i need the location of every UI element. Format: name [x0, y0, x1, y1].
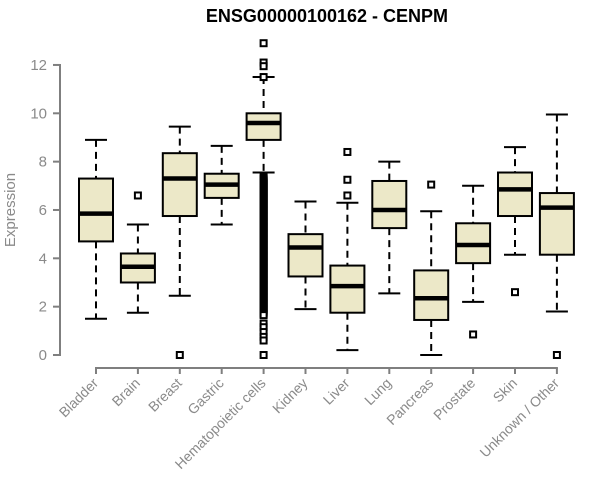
outlier-point [259, 62, 268, 71]
x-tick-label-skin: Skin [490, 375, 521, 406]
outlier-point [259, 336, 268, 345]
outlier-point [427, 180, 436, 189]
iqr-box [413, 269, 450, 321]
outlier-point [259, 39, 268, 48]
iqr-box [371, 179, 408, 230]
boxplot-brain [119, 191, 156, 314]
iqr-box [245, 112, 282, 141]
outlier-point [175, 351, 184, 359]
y-tick-label: 10 [30, 105, 47, 122]
iqr-box [161, 152, 198, 218]
x-tick-label-pancreas: Pancreas [383, 375, 436, 428]
boxplot-hematopoietic-cells [245, 39, 282, 359]
outlier-point [552, 351, 561, 359]
boxplot-skin [497, 146, 533, 297]
boxplot-breast [161, 125, 198, 359]
x-tick-label-liver: Liver [320, 375, 353, 408]
x-tick-label-kidney: Kidney [269, 375, 311, 417]
outlier-point [259, 311, 268, 320]
y-axis: 0 2 4 6 8 10 12 [30, 57, 61, 364]
x-tick-label-prostate: Prostate [430, 375, 478, 423]
x-tick-label-unknown-other: Unknown / Other [476, 375, 562, 461]
y-tick-label: 8 [39, 154, 47, 171]
boxplot-gastric [203, 144, 240, 226]
y-tick-label: 12 [30, 57, 47, 74]
y-tick-label: 0 [39, 347, 47, 364]
outlier-point [343, 147, 352, 156]
iqr-box [497, 171, 533, 218]
boxplot-kidney [287, 200, 324, 311]
x-tick-label-brain: Brain [109, 375, 143, 409]
iqr-box [78, 177, 114, 243]
y-tick-label: 2 [39, 299, 47, 316]
iqr-box [538, 192, 575, 256]
outlier-point [343, 191, 352, 200]
y-tick-label: 4 [39, 250, 47, 267]
boxplot-liver [329, 147, 366, 352]
outlier-point [259, 73, 268, 82]
outlier-point [343, 175, 352, 184]
x-tick-label-lung: Lung [361, 375, 394, 408]
boxplot-bladder [78, 138, 114, 320]
chart-title: ENSG00000100162 - CENPM [206, 6, 448, 26]
outlier-point [469, 330, 478, 339]
outlier-point [259, 351, 268, 359]
y-tick-label: 6 [39, 202, 47, 219]
boxplot-pancreas [413, 180, 450, 356]
iqr-box [329, 264, 366, 314]
boxplot-prostate [455, 184, 492, 339]
iqr-box [287, 233, 324, 278]
y-axis-title: Expression [2, 173, 19, 247]
outlier-point [511, 288, 519, 297]
x-tick-label-breast: Breast [145, 375, 185, 415]
x-tick-label-bladder: Bladder [56, 375, 102, 421]
outlier-point [133, 191, 142, 200]
boxplot-unknown-other [538, 113, 575, 359]
boxplot-lung [371, 160, 408, 295]
